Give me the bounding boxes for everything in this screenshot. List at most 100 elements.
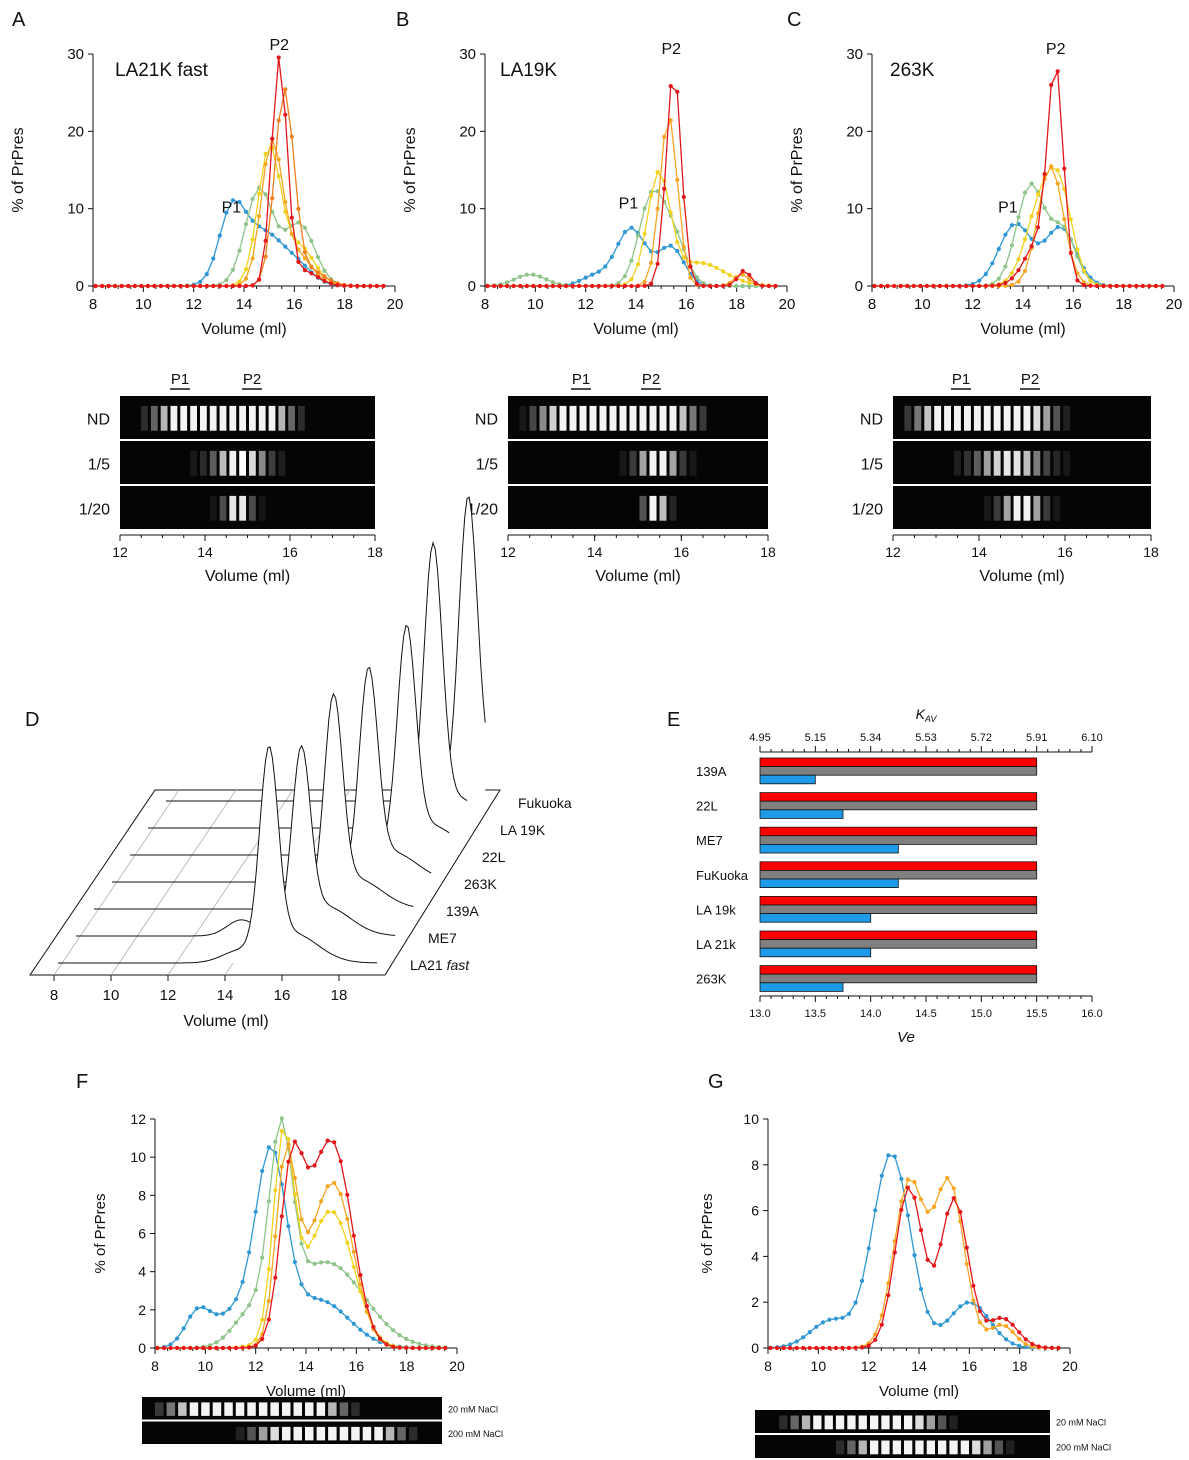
data-point [335,283,340,288]
data-point [1009,276,1015,281]
data-point [1016,268,1021,273]
data-point [351,1264,356,1270]
blot-band [954,405,961,431]
data-point [224,210,229,215]
bottom-axis-tick-label: 14.0 [860,1008,881,1020]
blot-band [351,1402,360,1416]
data-point [338,1309,343,1314]
blot-band [235,1426,245,1441]
blot-band [835,1440,845,1455]
data-point [162,1345,167,1351]
data-point [253,1288,258,1293]
blot-band [609,405,617,431]
y-axis-label: % of PrPres [92,1193,109,1273]
blot-strip [120,441,375,484]
blot-band [649,450,657,476]
data-point [511,277,516,282]
trace-line [76,744,396,937]
data-point [984,1327,989,1332]
data-point [694,260,700,265]
data-point [505,283,510,289]
data-point [253,1337,258,1342]
y-tick-label: 10 [459,201,476,218]
data-point [918,283,923,289]
data-point [616,283,621,289]
data-point [937,283,943,289]
data-point [801,1345,806,1351]
x-axis-label: Volume (ml) [183,1013,268,1030]
data-point [266,1145,271,1150]
western-blot-a: ND 1/5 1/20 P1 P2 12 14 16 18 Volume (ml) [79,371,383,585]
data-point [325,1300,330,1305]
data-point [635,233,641,238]
blot-band [964,450,971,476]
chart-a-sec-profile: 0 10 20 30 8 10 12 14 16 18 20 Volume (ml) % of PrPr… [10,37,403,338]
data-point [384,1342,389,1347]
data-point [273,1234,278,1239]
blot-band [1043,450,1051,476]
x-tick-label: 12 [964,296,981,313]
bottom-axis-tick-label: 15.5 [1026,1008,1047,1020]
blot-band [328,1426,337,1441]
blot-band [362,1426,372,1441]
data-point [338,1192,343,1197]
blot-band [824,1415,833,1430]
series-line-red [487,84,776,287]
data-point [840,1345,845,1351]
data-point [1127,283,1132,289]
blot-band [224,1402,233,1416]
data-point [211,256,216,261]
data-point [531,283,536,289]
bar-category-label: 22L [696,799,718,814]
data-point [911,283,916,289]
panel-c-title: 263K [890,60,935,81]
bottom-axis-tick-label: 15.0 [971,1008,992,1020]
data-point [1075,247,1080,252]
data-point [820,1320,826,1325]
series-line-yellow [95,146,384,287]
peak-label-p2: P2 [661,41,681,58]
data-point [714,265,719,270]
data-point [827,1317,832,1322]
x-tick-label: 10 [914,296,931,313]
blot-band [201,1402,210,1416]
data-point [760,283,765,288]
data-point [322,268,327,273]
data-point [332,1180,337,1185]
data-point [932,1321,937,1326]
data-point [1055,168,1060,173]
data-point [289,250,294,255]
data-point [227,1306,232,1311]
series-line-dark_orange [95,89,384,287]
blot-band [219,450,227,476]
data-point [997,1315,1002,1320]
data-point [583,275,588,280]
blot-strip [120,486,375,529]
data-point [276,118,281,123]
data-point [773,283,778,289]
blot-row-label: 20 mM NaCl [1056,1418,1106,1428]
data-point [794,1345,799,1351]
data-point [753,281,758,286]
data-point [207,1345,212,1351]
blot-band [915,1440,924,1455]
data-point [899,1199,904,1204]
blot-band [150,405,158,431]
blot-band [559,405,567,431]
blot-band [619,450,627,476]
top-axis-label-subscript: AV [924,714,938,724]
data-point [886,1293,891,1298]
data-point [990,1322,996,1328]
data-point [1003,264,1008,269]
blot-strip [508,441,768,484]
blot-p1-label: P1 [572,371,590,388]
data-point [312,1261,317,1266]
data-point [590,272,595,277]
panel-letter-a: A [12,9,26,31]
data-point [302,263,307,268]
blot-band [1006,1440,1015,1455]
series-line-blue [770,1154,1059,1349]
data-point [1081,283,1086,288]
series-line-orange [770,1176,1059,1349]
data-point [152,283,157,289]
